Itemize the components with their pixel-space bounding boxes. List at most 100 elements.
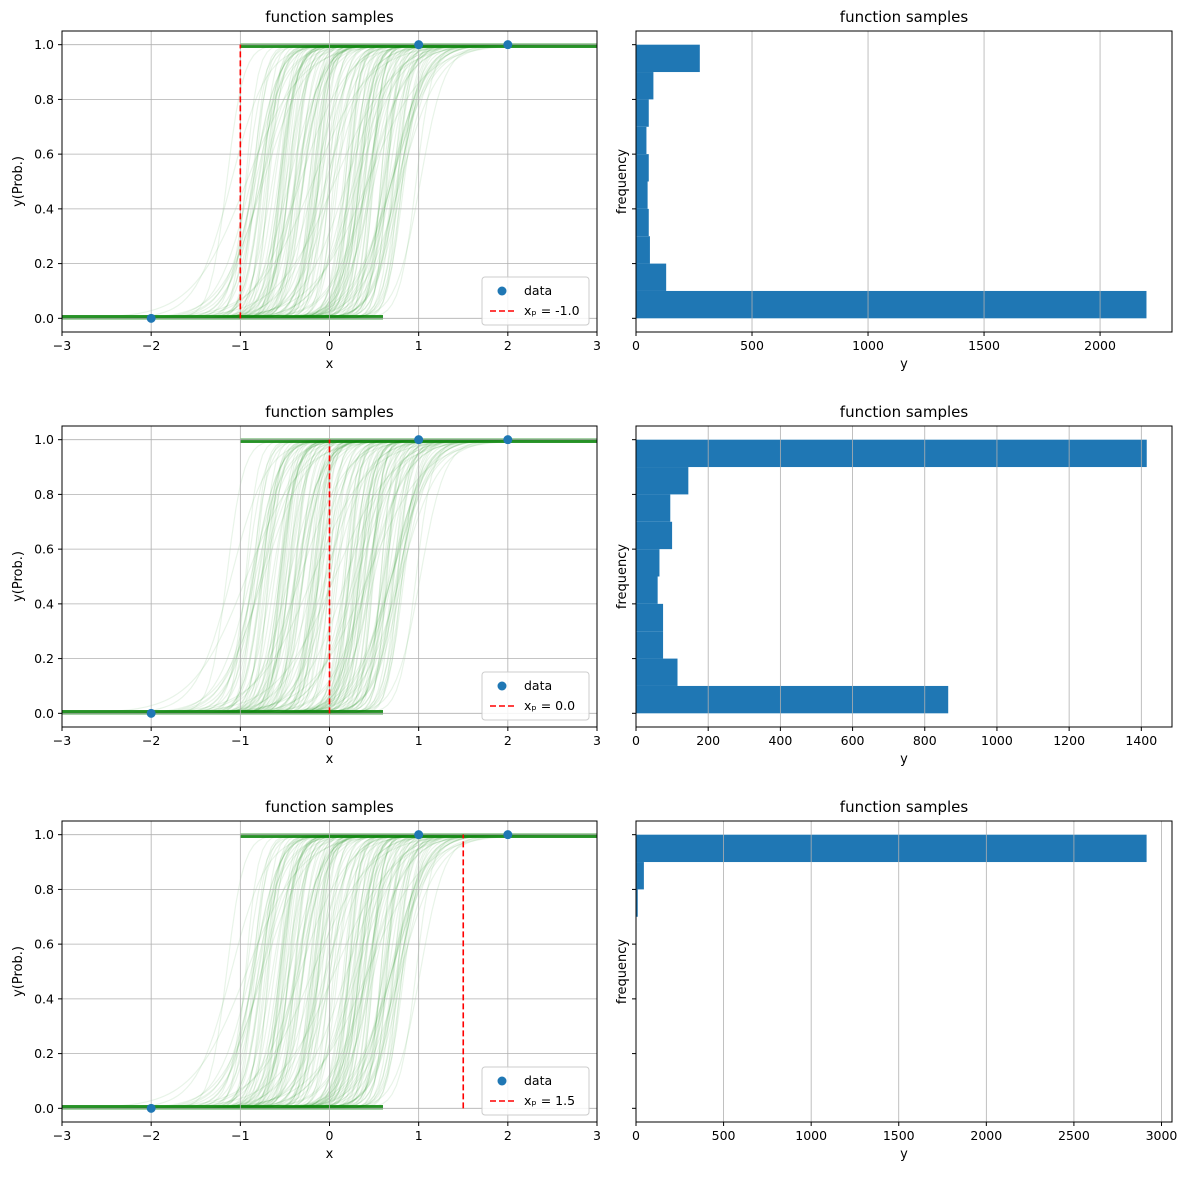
subplot-5: −3 −2 −1 0 1 2 3 0.0 0.2 0.4 0.6 0.8 1.0 function sam… [11,798,601,1162]
x-tick-label: 0 [326,1128,334,1143]
subplot-2: 0 500 1000 1500 2000 function samples y frequen… [615,8,1173,372]
x-tick-label: −3 [53,733,71,748]
histogram-bar [636,126,647,155]
histogram-bar [636,576,658,604]
histogram-bar [636,494,671,522]
x-axis-label: x [326,357,334,372]
y-tick-label: 1.0 [34,432,54,447]
y-tick-label: 0.0 [34,311,54,326]
subplot-6: 0 500 1000 1500 2000 2500 3000 function samples… [615,798,1177,1162]
x-tick-label: −2 [142,338,160,353]
x-axis-label: x [326,752,334,767]
x-tick-label: 1500 [968,338,1000,353]
histogram-bar [636,549,660,577]
x-axis-label: y [900,1147,908,1162]
data-point [503,830,513,840]
legend: data xₚ = -1.0 [481,276,590,326]
histogram-bar [636,889,638,917]
histogram-bar [636,154,649,182]
y-tick-label: 0.4 [34,201,54,216]
y-tick-label: 0.8 [34,92,54,107]
histogram-bar [636,181,648,209]
x-tick-label: 1400 [1125,733,1157,748]
histogram-bar [636,862,644,890]
plot-area [62,821,597,1122]
x-tick-label: −3 [53,338,71,353]
y-axis-label: y(Prob.) [11,946,26,997]
data-point [146,1103,156,1113]
x-tick-label: 3 [593,1128,601,1143]
x-tick-label: 1200 [1053,733,1085,748]
y-tick-label: 0.6 [34,542,54,557]
x-axis-label: x [326,1147,334,1162]
y-tick-label: 0.4 [34,596,54,611]
sample-band-low [62,1105,383,1110]
histogram-bar [636,99,649,127]
x-axis-label: y [900,357,908,372]
plot-area [62,31,597,332]
legend-label-data: data [524,678,552,693]
x-tick-label: 3 [593,338,601,353]
y-tick-label: 1.0 [34,827,54,842]
subplot-title: function samples [265,8,394,26]
data-point [414,830,424,840]
data-point [146,708,156,718]
histogram-bar [636,631,664,659]
plot-area [62,426,597,727]
x-tick-label: −2 [142,1128,160,1143]
legend-label-vline: xₚ = 1.5 [524,1093,575,1108]
y-axis-label: frequency [615,149,630,215]
subplot-title: function samples [840,403,969,421]
axes-frame [635,30,1173,333]
y-axis-label: frequency [615,544,630,610]
x-tick-label: 1000 [852,338,884,353]
y-tick-label: 1.0 [34,37,54,52]
x-tick-label: 1000 [981,733,1013,748]
x-tick-label: −2 [142,733,160,748]
y-tick-label: 0.0 [34,1101,54,1116]
histogram-bars [636,439,1147,714]
subplot-4: 0 200 400 600 800 1000 1200 1400 function sample… [615,403,1173,767]
histogram-bar [636,290,1147,319]
plot-area [636,821,1162,1122]
y-tick-label: 0.6 [34,147,54,162]
y-axis-label: y(Prob.) [11,156,26,207]
histogram-bar [636,467,689,495]
subplot-1: −3 −2 −1 0 1 2 3 0.0 0.2 0.4 0.6 0.8 1.0 function sam… [11,8,601,372]
x-tick-label: 0 [326,338,334,353]
plot-area [636,31,1147,332]
histogram-bar [636,834,1147,863]
x-tick-label: 3000 [1146,1128,1178,1143]
histogram-bar [636,72,654,100]
histogram-bar [636,603,664,632]
legend-marker-data [497,1076,507,1086]
legend-marker-data [497,286,507,296]
x-tick-label: 2 [504,1128,512,1143]
sample-band-low [62,315,383,320]
y-tick-label: 0.4 [34,991,54,1006]
x-tick-label: 0 [632,1128,640,1143]
y-tick-label: 0.8 [34,882,54,897]
x-tick-label: 500 [740,338,764,353]
sample-band-low [62,710,383,715]
axes-frame [635,820,1173,1123]
x-tick-label: −1 [231,733,249,748]
x-tick-label: 600 [841,733,865,748]
x-tick-label: 2000 [1084,338,1116,353]
histogram-bars [636,44,1147,319]
subplot-title: function samples [840,8,969,26]
data-point [503,435,513,445]
x-tick-label: 2 [504,338,512,353]
data-point [414,435,424,445]
y-tick-label: 0.2 [34,1046,54,1061]
x-tick-label: 1500 [883,1128,915,1143]
x-tick-label: 2000 [970,1128,1002,1143]
legend: data xₚ = 1.5 [481,1066,590,1116]
legend-label-vline: xₚ = -1.0 [524,303,580,318]
x-tick-label: 800 [913,733,937,748]
x-tick-label: 0 [632,733,640,748]
histogram-bar [636,263,667,291]
x-tick-label: 400 [768,733,792,748]
subplot-title: function samples [265,403,394,421]
